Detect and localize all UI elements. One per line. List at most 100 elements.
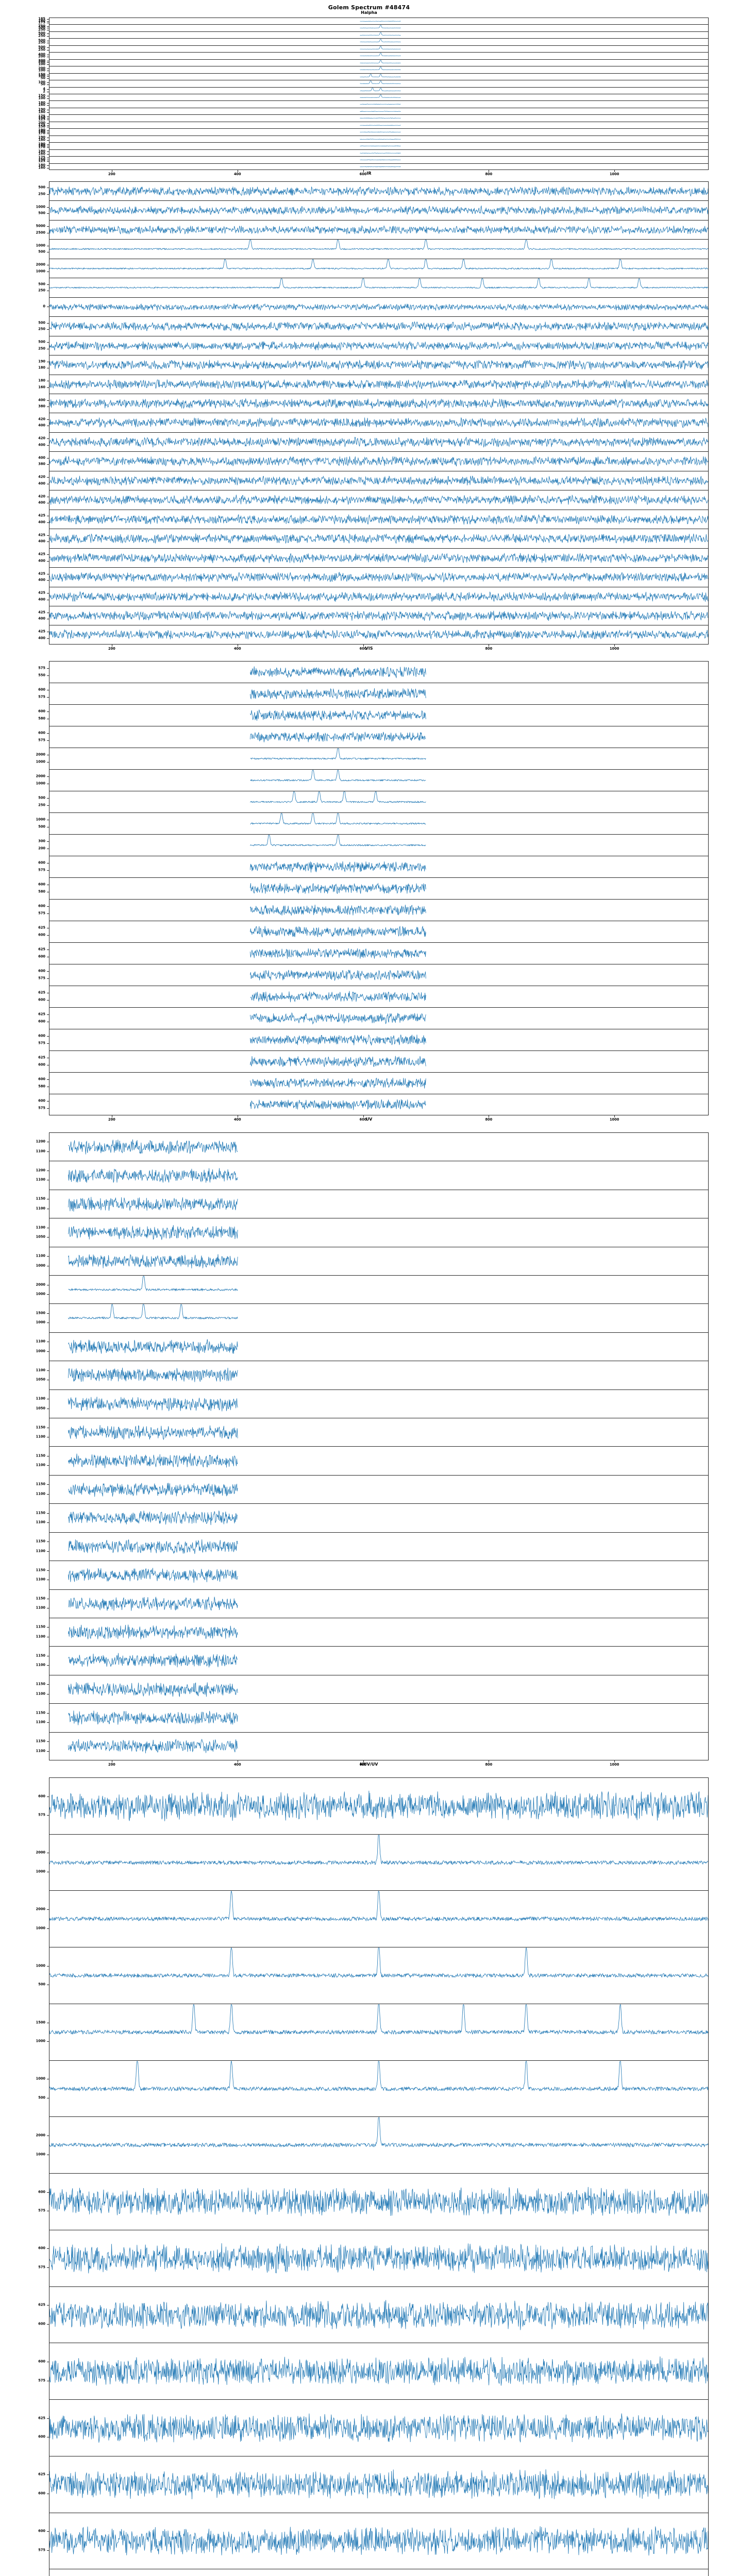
spectrum-row[interactable]	[49, 2229, 708, 2286]
plot-area[interactable]	[49, 1777, 709, 2576]
spectrum-row[interactable]	[49, 470, 708, 490]
spectrum-row[interactable]	[49, 2455, 708, 2513]
spectrum-row[interactable]	[49, 490, 708, 509]
spectrum-row[interactable]	[49, 1303, 708, 1332]
plot-area[interactable]	[49, 661, 709, 1115]
spectrum-row[interactable]	[49, 355, 708, 374]
spectrum-row[interactable]	[49, 18, 708, 24]
spectrum-row[interactable]	[49, 1589, 708, 1618]
spectrum-row[interactable]	[49, 121, 708, 128]
spectrum-row[interactable]	[49, 1094, 708, 1115]
spectrum-row[interactable]	[49, 1132, 708, 1161]
spectrum-row[interactable]	[49, 335, 708, 355]
spectrum-row[interactable]	[49, 856, 708, 877]
spectrum-row[interactable]	[49, 1072, 708, 1094]
spectrum-row[interactable]	[49, 258, 708, 278]
spectrum-row[interactable]	[49, 1050, 708, 1072]
spectrum-row[interactable]	[49, 529, 708, 548]
spectrum-row[interactable]	[49, 2116, 708, 2173]
spectrum-row[interactable]	[49, 1561, 708, 1589]
spectrum-row[interactable]	[49, 1503, 708, 1532]
spectrum-row[interactable]	[49, 451, 708, 470]
spectrum-row[interactable]	[49, 1418, 708, 1446]
spectrum-row[interactable]	[49, 87, 708, 94]
spectrum-row[interactable]	[49, 142, 708, 149]
spectrum-row[interactable]	[49, 1218, 708, 1246]
spectrum-row[interactable]	[49, 156, 708, 163]
spectrum-row[interactable]	[49, 432, 708, 451]
spectrum-row[interactable]	[49, 834, 708, 856]
spectrum-row[interactable]	[49, 2003, 708, 2060]
spectrum-row[interactable]	[49, 52, 708, 59]
plot-area[interactable]	[49, 1132, 709, 1760]
spectrum-row[interactable]	[49, 24, 708, 31]
spectrum-row[interactable]	[49, 1161, 708, 1189]
spectrum-row[interactable]	[49, 31, 708, 38]
spectrum-row[interactable]	[49, 1361, 708, 1389]
spectrum-row[interactable]	[49, 1947, 708, 2004]
spectrum-row[interactable]	[49, 1246, 708, 1275]
spectrum-row[interactable]	[49, 2173, 708, 2230]
spectrum-row[interactable]	[49, 163, 708, 170]
spectrum-row[interactable]	[49, 1007, 708, 1029]
spectrum-row[interactable]	[49, 1446, 708, 1475]
spectrum-row[interactable]	[49, 135, 708, 142]
spectrum-row[interactable]	[49, 66, 708, 73]
spectrum-row[interactable]	[49, 239, 708, 258]
spectrum-row[interactable]	[49, 1532, 708, 1561]
spectrum-row[interactable]	[49, 393, 708, 413]
spectrum-row[interactable]	[49, 812, 708, 834]
spectrum-row[interactable]	[49, 704, 708, 726]
spectrum-row[interactable]	[49, 2286, 708, 2343]
spectrum-row[interactable]	[49, 1834, 708, 1891]
spectrum-row[interactable]	[49, 748, 708, 769]
spectrum-row[interactable]	[49, 100, 708, 107]
spectrum-row[interactable]	[49, 877, 708, 899]
spectrum-row[interactable]	[49, 1646, 708, 1674]
spectrum-row[interactable]	[49, 769, 708, 791]
spectrum-row[interactable]	[49, 921, 708, 942]
spectrum-row[interactable]	[49, 181, 708, 200]
spectrum-row[interactable]	[49, 1890, 708, 1947]
spectrum-row[interactable]	[49, 45, 708, 52]
spectrum-row[interactable]	[49, 1674, 708, 1703]
spectrum-row[interactable]	[49, 2399, 708, 2456]
spectrum-row[interactable]	[49, 2060, 708, 2117]
spectrum-row[interactable]	[49, 278, 708, 297]
spectrum-row[interactable]	[49, 1777, 708, 1834]
spectrum-row[interactable]	[49, 114, 708, 121]
spectrum-row[interactable]	[49, 80, 708, 87]
spectrum-row[interactable]	[49, 1732, 708, 1760]
spectrum-row[interactable]	[49, 1389, 708, 1418]
spectrum-row[interactable]	[49, 38, 708, 45]
spectrum-row[interactable]	[49, 1029, 708, 1050]
spectrum-row[interactable]	[49, 297, 708, 316]
spectrum-row[interactable]	[49, 548, 708, 567]
spectrum-row[interactable]	[49, 149, 708, 156]
spectrum-row[interactable]	[49, 1703, 708, 1732]
spectrum-row[interactable]	[49, 1475, 708, 1503]
spectrum-row[interactable]	[49, 605, 708, 625]
spectrum-row[interactable]	[49, 128, 708, 135]
spectrum-row[interactable]	[49, 986, 708, 1007]
spectrum-row[interactable]	[49, 2343, 708, 2399]
spectrum-row[interactable]	[49, 1189, 708, 1218]
plot-area[interactable]	[49, 181, 709, 645]
spectrum-row[interactable]	[49, 899, 708, 921]
spectrum-row[interactable]	[49, 1275, 708, 1303]
spectrum-row[interactable]	[49, 586, 708, 606]
spectrum-row[interactable]	[49, 219, 708, 239]
spectrum-row[interactable]	[49, 625, 708, 645]
spectrum-row[interactable]	[49, 374, 708, 394]
spectrum-row[interactable]	[49, 726, 708, 748]
spectrum-row[interactable]	[49, 942, 708, 964]
spectrum-row[interactable]	[49, 59, 708, 66]
spectrum-row[interactable]	[49, 509, 708, 529]
spectrum-row[interactable]	[49, 964, 708, 986]
spectrum-row[interactable]	[49, 1617, 708, 1646]
spectrum-row[interactable]	[49, 567, 708, 586]
spectrum-row[interactable]	[49, 316, 708, 335]
spectrum-row[interactable]	[49, 2569, 708, 2576]
spectrum-row[interactable]	[49, 1332, 708, 1361]
plot-area[interactable]	[49, 18, 709, 170]
